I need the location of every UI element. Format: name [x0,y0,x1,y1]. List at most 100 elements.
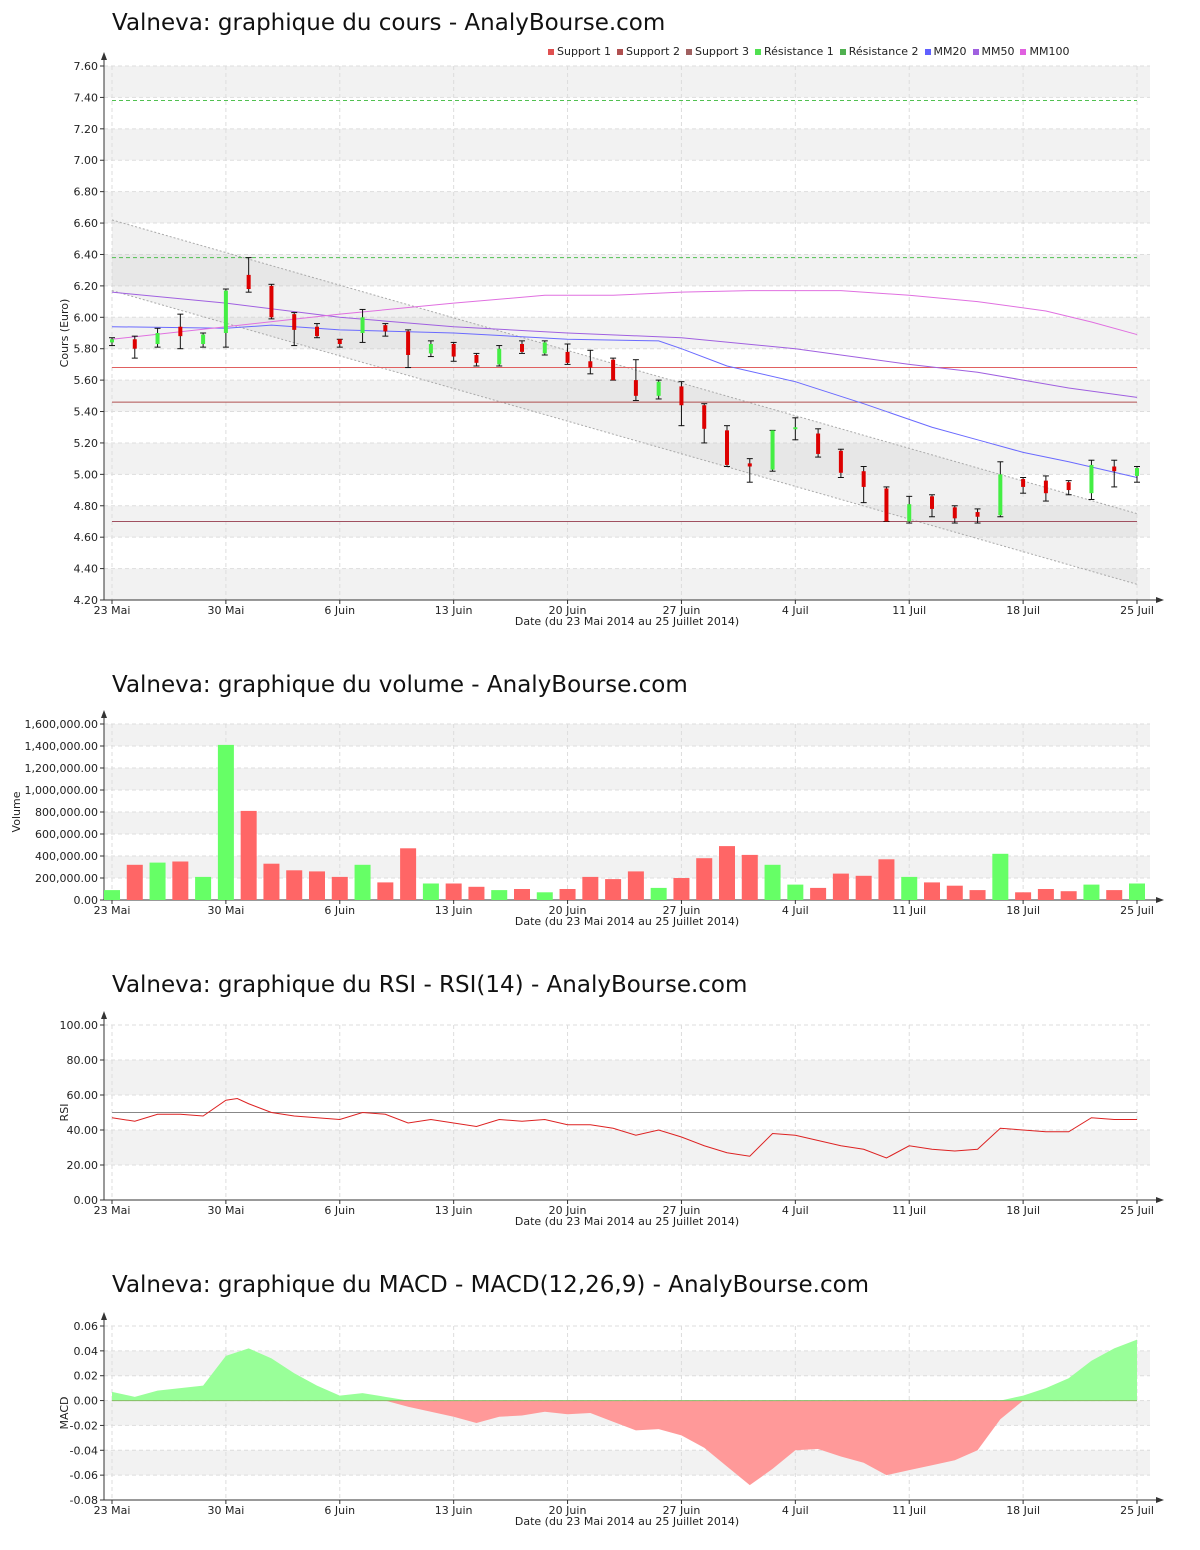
y-tick-label: 80.00 [67,1054,99,1067]
y-tick-label: 600,000.00 [35,828,98,841]
macd-chart: -0.08 -0.06 -0.04 -0.02 0.00 0.02 0.04 0.06 23 M… [58,1312,1164,1528]
candle-body [110,339,114,343]
volume-bar [832,873,849,900]
y-tick-label: 400,000.00 [35,850,98,863]
x-tick-label: 27 Juin [663,604,701,617]
x-tick-label: 30 Mai [207,1504,244,1517]
grid-band [104,254,1150,286]
y-axis-label: MACD [58,1397,71,1430]
price-legend: Support 1 Support 2 Support 3 Résistance 1 R… [548,45,1069,58]
grid-band [104,568,1150,600]
x-axis-arrow [1156,597,1164,603]
moving-average-line [111,291,1138,398]
macd-panel: Valneva: graphique du MACD - MACD(12,26,… [0,1260,1200,1550]
legend-label: Résistance 1 [763,45,834,58]
x-tick-label: 23 Mai [94,1204,131,1217]
legend-item: Résistance 1 [754,45,834,58]
volume-bar [468,886,485,900]
candle-body [1066,482,1071,491]
x-tick-label: 23 Mai [94,604,131,617]
legend-item: Résistance 2 [839,45,919,58]
x-tick-label: 11 Juil [892,1504,926,1517]
y-tick-label: 4.80 [74,500,99,513]
x-tick-label: 20 Juin [549,1204,587,1217]
y-tick-label: 5.00 [74,468,99,481]
legend-swatch [972,48,979,55]
y-tick-label: 800,000.00 [35,806,98,819]
y-tick-label: 1,200,000.00 [25,762,98,775]
y-tick-label: 6.40 [74,248,99,261]
candle [1065,480,1072,496]
x-tick-label: 18 Juil [1006,904,1040,917]
candle-body [246,274,251,290]
candle [1111,459,1118,488]
volume-bar [104,890,120,900]
rsi-line [111,1097,1137,1159]
candle-body [520,343,524,352]
x-axis-label: Date (du 23 Mai 2014 au 25 Juillet 2014) [515,915,739,928]
candle [1042,475,1049,502]
grid-band [104,66,1150,98]
candle [769,429,776,472]
x-tick-label: 20 Juin [549,1504,587,1517]
x-axis-arrow [1156,897,1164,903]
candle-body [975,512,980,517]
candle [997,461,1004,518]
volume-bar [1083,884,1100,900]
grid-band [104,317,1150,349]
volume-bar [855,875,872,900]
volume-bar [810,887,827,900]
y-axis-label: RSI [58,1104,71,1122]
candle [746,458,753,483]
legend-swatch [924,48,931,55]
candle [496,345,503,367]
x-tick-label: 6 Juin [324,1504,355,1517]
candle [222,288,229,348]
macd-chart-title: Valneva: graphique du MACD - MACD(12,26,… [112,1272,870,1298]
y-tick-label: 40.00 [67,1124,99,1137]
legend-label: MM50 [981,45,1015,58]
volume-bar [946,885,963,900]
volume-bar [627,871,644,900]
volume-bar [263,863,280,900]
candle [177,313,184,350]
y-tick-label: 100.00 [60,1019,99,1032]
x-tick-label: 30 Mai [207,1204,244,1217]
macd-positive-area [112,1339,1137,1401]
x-tick-label: 11 Juil [892,1204,926,1217]
candle [109,337,115,347]
y-tick-label: 6.00 [74,311,99,324]
y-tick-label: 5.20 [74,437,99,450]
candle-body [884,488,889,522]
x-axis-arrow [1156,1197,1164,1203]
volume-bar [1037,889,1054,900]
grid-band [104,1450,1150,1476]
volume-bar [992,853,1009,900]
volume-bar [901,876,918,900]
volume-bar [719,846,735,900]
legend-item: MM20 [924,45,967,58]
candle [291,312,298,347]
volume-bar [240,810,257,900]
volume-bar [400,848,417,900]
y-tick-label: 4.20 [74,594,99,607]
y-tick-label: 0.00 [74,1395,99,1408]
legend-swatch [616,48,623,55]
volume-bar [422,883,439,900]
candle [974,508,981,524]
grid-band [104,724,1150,746]
legend-swatch [1020,48,1027,55]
x-tick-label: 27 Juin [663,904,701,917]
rsi-chart: 0.00 20.00 40.00 60.00 80.00 100.00 23 Mai 30 M… [58,1011,1164,1228]
y-tick-label: 5.40 [74,406,99,419]
y-tick-label: -0.08 [70,1494,98,1507]
y-axis-arrow [101,1312,107,1320]
candle-body [178,326,183,337]
candle-body [292,314,297,330]
candle [1134,466,1140,483]
moving-average-line [111,324,1138,478]
candle-body [223,290,228,333]
y-tick-label: 0.06 [74,1320,99,1333]
x-tick-label: 25 Juil [1120,904,1154,917]
grid-band [104,442,1150,475]
